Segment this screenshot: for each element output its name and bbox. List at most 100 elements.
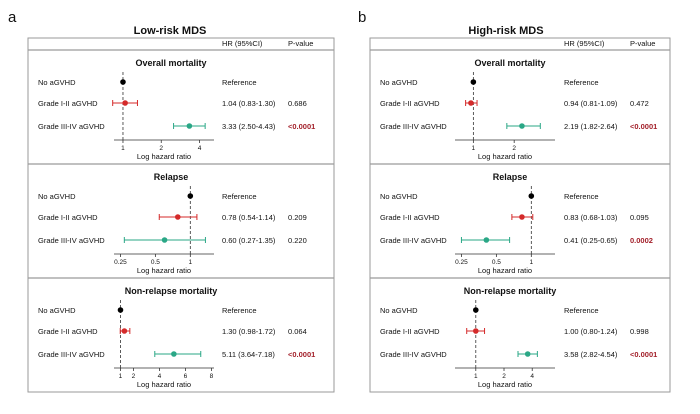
row-label: No aGVHD (380, 306, 418, 315)
hr-column-header: HR (95%CI) (222, 39, 263, 48)
row-label: Grade I-II aGVHD (380, 213, 440, 222)
hr-value: Reference (564, 78, 599, 87)
x-tick-label: 8 (210, 373, 214, 380)
p-value: 0.686 (288, 99, 307, 108)
hr-point (174, 214, 181, 220)
hr-point (161, 237, 168, 243)
p-value: 0.0002 (630, 236, 653, 245)
x-tick-label: 1 (472, 145, 476, 152)
x-tick-label: 4 (198, 145, 202, 152)
hr-value: 5.11 (3.64-7.18) (222, 350, 275, 359)
hr-point (468, 100, 474, 106)
x-tick-label: 1 (474, 373, 478, 380)
hr-point (186, 123, 193, 129)
row-label: No aGVHD (38, 306, 76, 315)
panel-frame (369, 37, 671, 393)
hr-value: 0.94 (0.81-1.09) (564, 99, 618, 108)
p-value: 0.095 (630, 213, 649, 222)
row-label: Grade I-II aGVHD (380, 327, 440, 336)
row-label: Grade III-IV aGVHD (380, 236, 447, 245)
row-label: Grade III-IV aGVHD (380, 350, 447, 359)
x-tick-label: 6 (184, 373, 188, 380)
section-title: Overall mortality (135, 58, 206, 68)
p-value: <0.0001 (288, 350, 315, 359)
p-column-header: P-value (630, 39, 655, 48)
section-title: Relapse (154, 172, 189, 182)
hr-point (122, 100, 128, 106)
row-label: No aGVHD (380, 192, 418, 201)
hr-point (121, 328, 128, 334)
x-axis-label: Log hazard ratio (137, 152, 191, 161)
hr-point (472, 328, 479, 334)
panel-letter: b (358, 9, 366, 26)
x-tick-label: 0.25 (114, 259, 127, 266)
p-value: 0.064 (288, 327, 307, 336)
hr-point (483, 237, 490, 243)
row-label: No aGVHD (38, 78, 76, 87)
x-tick-label: 1 (121, 145, 125, 152)
panel-title: High-risk MDS (468, 25, 543, 37)
x-tick-label: 4 (530, 373, 534, 380)
x-axis-label: Log hazard ratio (137, 380, 191, 389)
hr-value: Reference (564, 192, 599, 201)
section-title: Relapse (493, 172, 528, 182)
row-label: Grade III-IV aGVHD (380, 122, 447, 131)
x-tick-label: 0.5 (492, 259, 501, 266)
panel-letter: a (8, 9, 17, 26)
p-column-header: P-value (288, 39, 313, 48)
hr-column-header: HR (95%CI) (564, 39, 605, 48)
row-label: Grade I-II aGVHD (380, 99, 440, 108)
x-tick-label: 2 (159, 145, 163, 152)
hr-value: 1.00 (0.80-1.24) (564, 327, 618, 336)
row-label: Grade III-IV aGVHD (38, 350, 105, 359)
row-label: Grade I-II aGVHD (38, 99, 98, 108)
x-axis-label: Log hazard ratio (478, 380, 532, 389)
hr-value: Reference (222, 78, 257, 87)
hr-value: 3.58 (2.82-4.54) (564, 350, 618, 359)
hr-point (472, 307, 479, 313)
p-value: 0.998 (630, 327, 649, 336)
x-tick-label: 1 (188, 259, 192, 266)
hr-value: 1.30 (0.98-1.72) (222, 327, 276, 336)
panel-frame (27, 37, 335, 393)
p-value: <0.0001 (630, 122, 657, 131)
hr-value: 0.83 (0.68-1.03) (564, 213, 618, 222)
p-value: 0.472 (630, 99, 649, 108)
hr-point (528, 193, 535, 199)
hr-point (524, 351, 531, 357)
hr-point (519, 123, 525, 129)
p-value: 0.220 (288, 236, 307, 245)
hr-value: 1.04 (0.83-1.30) (222, 99, 276, 108)
hr-value: Reference (564, 306, 599, 315)
hr-value: Reference (222, 306, 257, 315)
x-axis-label: Log hazard ratio (478, 152, 532, 161)
x-tick-label: 2 (512, 145, 516, 152)
hr-value: 0.78 (0.54-1.14) (222, 213, 276, 222)
hr-point (117, 307, 124, 313)
p-value: 0.209 (288, 213, 307, 222)
x-tick-label: 0.25 (455, 259, 468, 266)
p-value: <0.0001 (630, 350, 657, 359)
section-title: Non-relapse mortality (464, 286, 557, 296)
panel-title: Low-risk MDS (134, 25, 207, 37)
hr-value: Reference (222, 192, 257, 201)
row-label: Grade III-IV aGVHD (38, 236, 105, 245)
x-axis-label: Log hazard ratio (137, 266, 191, 275)
hr-point (187, 193, 194, 199)
section-title: Non-relapse mortality (125, 286, 218, 296)
hr-point (120, 79, 126, 85)
hr-point (519, 214, 525, 220)
hr-value: 0.60 (0.27-1.35) (222, 236, 276, 245)
row-label: No aGVHD (380, 78, 418, 87)
x-axis-label: Log hazard ratio (478, 266, 532, 275)
hr-point (470, 79, 477, 85)
row-label: Grade I-II aGVHD (38, 327, 98, 336)
row-label: No aGVHD (38, 192, 76, 201)
hr-value: 0.41 (0.25-0.65) (564, 236, 618, 245)
hr-point (171, 351, 177, 357)
hr-value: 3.33 (2.50-4.43) (222, 122, 276, 131)
x-tick-label: 2 (502, 373, 506, 380)
hr-value: 2.19 (1.82-2.64) (564, 122, 618, 131)
